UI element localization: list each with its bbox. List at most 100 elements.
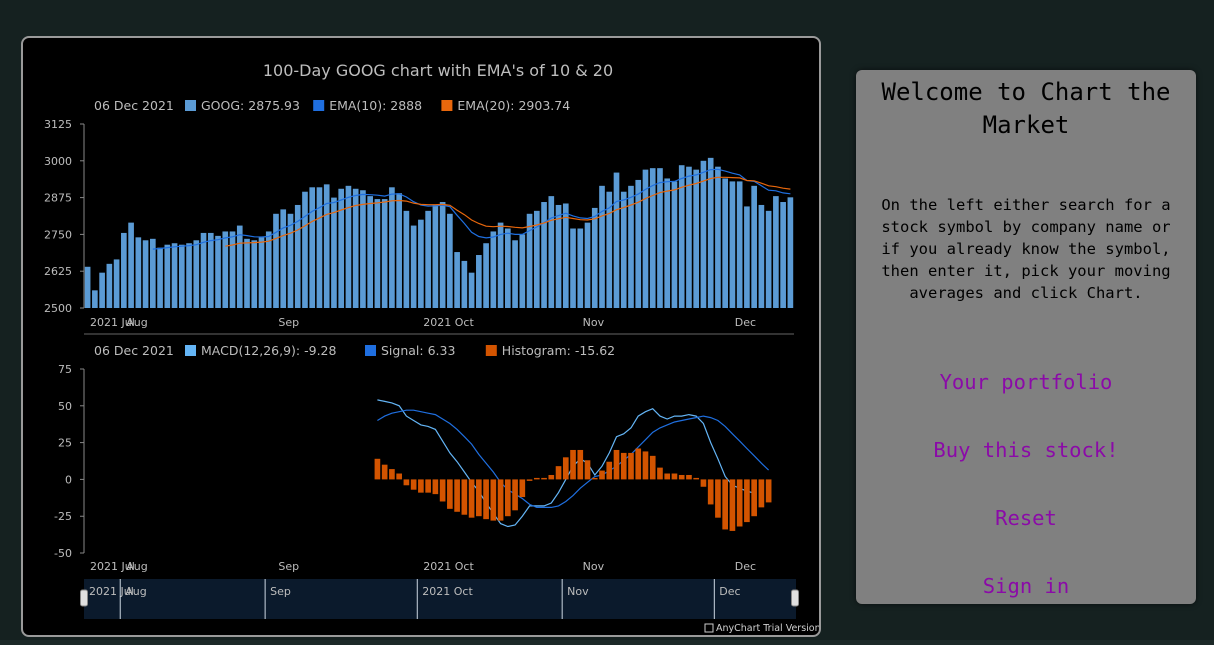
histogram-bar xyxy=(461,479,468,515)
price-bar xyxy=(664,178,671,308)
stock-chart[interactable]: 100-Day GOOG chart with EMA's of 10 & 20… xyxy=(23,38,821,637)
scroller-track xyxy=(84,579,796,619)
y-tick-label: 2875 xyxy=(44,192,72,205)
price-bar xyxy=(519,234,526,308)
histogram-bar xyxy=(686,474,692,480)
price-bar xyxy=(700,160,707,308)
price-bar xyxy=(468,272,475,308)
price-bar xyxy=(374,199,381,308)
price-bar xyxy=(490,231,497,308)
price-bar xyxy=(200,232,207,308)
x-axis-label: Sep xyxy=(278,316,299,329)
scroller-left-handle[interactable] xyxy=(80,589,88,607)
y-tick-label: -25 xyxy=(54,510,72,523)
reset-link[interactable]: Reset xyxy=(995,506,1057,530)
legend-date: 06 Dec 2021 xyxy=(94,98,174,113)
signal-line xyxy=(377,409,770,508)
price-bar xyxy=(591,207,598,308)
welcome-text: On the left either search for a stock sy… xyxy=(881,196,1171,302)
legend-date: 06 Dec 2021 xyxy=(94,343,174,358)
price-bar xyxy=(715,166,721,308)
price-bar xyxy=(562,203,569,308)
price-bar xyxy=(418,219,424,308)
legend-item-label: EMA(20): 2903.74 xyxy=(457,98,570,113)
buy-stock-link[interactable]: Buy this stock! xyxy=(933,438,1119,462)
x-axis-label: 2021 Oct xyxy=(423,316,474,329)
histogram-bar xyxy=(526,479,533,481)
histogram-bar xyxy=(541,477,547,480)
price-bar xyxy=(751,185,757,308)
your-portfolio-link[interactable]: Your portfolio xyxy=(939,370,1113,394)
price-bar xyxy=(780,202,786,308)
price-bar xyxy=(439,202,446,308)
histogram-bar xyxy=(577,449,584,480)
price-bar xyxy=(555,204,562,308)
histogram-bar xyxy=(671,473,678,480)
price-bar xyxy=(693,169,700,308)
y-tick-label: 2750 xyxy=(44,228,72,241)
price-bar xyxy=(620,191,627,308)
price-bar xyxy=(425,210,431,308)
price-legend: 06 Dec 2021 GOOG: 2875.93 EMA(10): 2888 EMA… xyxy=(94,98,570,113)
price-bar xyxy=(389,187,395,308)
scroller-label: Nov xyxy=(567,585,589,598)
histogram-bar xyxy=(389,469,395,480)
price-bar xyxy=(773,196,779,308)
price-bar xyxy=(222,231,229,308)
histogram-bar xyxy=(512,479,518,511)
histogram-bar xyxy=(736,479,743,527)
price-bar xyxy=(84,266,91,308)
scroller-label: Dec xyxy=(719,585,740,598)
histogram-bar xyxy=(635,448,642,480)
price-bar xyxy=(215,235,221,308)
histogram-bar xyxy=(664,473,671,480)
histogram-bar xyxy=(555,466,562,480)
price-bar xyxy=(164,244,171,308)
histogram-bar xyxy=(765,479,772,503)
histogram-bar xyxy=(548,474,555,480)
x-axis-label: Aug xyxy=(126,560,147,573)
x-axis-label: Dec xyxy=(735,560,756,573)
x-axis-label: 2021 Jul xyxy=(90,560,135,573)
price-bar xyxy=(410,225,417,308)
price-bar xyxy=(265,231,272,308)
histogram-bar xyxy=(642,451,649,480)
y-tick-label: 2500 xyxy=(44,302,72,315)
price-bar xyxy=(613,172,620,308)
sign-in-link[interactable]: Sign in xyxy=(982,574,1070,598)
histogram-bar xyxy=(454,479,460,512)
histogram-bar xyxy=(715,479,721,518)
price-bar xyxy=(707,157,714,308)
price-bar xyxy=(302,191,308,308)
price-bar xyxy=(178,244,185,308)
histogram-bar xyxy=(505,479,511,517)
price-bar xyxy=(367,196,373,308)
histogram-bar xyxy=(729,479,736,531)
y-tick-label: 3000 xyxy=(44,155,72,168)
histogram-bar xyxy=(620,452,627,480)
price-bar xyxy=(251,240,258,308)
x-axis-label: Nov xyxy=(583,560,605,573)
histogram-bar xyxy=(468,479,475,518)
legend-swatch xyxy=(441,100,453,111)
price-bar xyxy=(447,213,453,308)
price-bar xyxy=(309,187,316,308)
scroller-right-handle[interactable] xyxy=(791,589,799,607)
chart-panel[interactable]: 100-Day GOOG chart with EMA's of 10 & 20… xyxy=(21,36,821,637)
histogram-bar xyxy=(425,479,431,493)
histogram-bar xyxy=(418,479,424,493)
price-bar xyxy=(584,222,591,308)
histogram-bar xyxy=(410,479,417,490)
anychart-credit[interactable]: AnyChart Trial Version xyxy=(704,623,821,634)
price-bar xyxy=(570,228,576,308)
price-bar xyxy=(671,181,678,308)
price-bar xyxy=(171,243,178,308)
legend-swatch xyxy=(185,100,196,111)
histogram-bar xyxy=(403,479,410,486)
y-tick-label: 2625 xyxy=(44,265,72,278)
chart-title: 100-Day GOOG chart with EMA's of 10 & 20 xyxy=(263,61,613,80)
price-bar xyxy=(497,222,504,308)
